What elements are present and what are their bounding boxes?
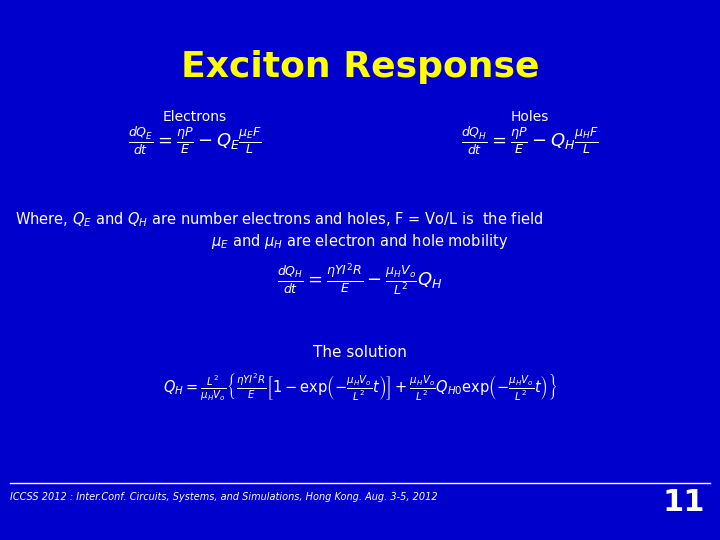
Text: $\mu_E$ and $\mu_H$ are electron and hole mobility: $\mu_E$ and $\mu_H$ are electron and hol…: [212, 232, 508, 251]
Text: $\frac{dQ_E}{dt} = \frac{\eta P}{E} - Q_E\frac{\mu_E F}{L}$: $\frac{dQ_E}{dt} = \frac{\eta P}{E} - Q_…: [128, 125, 262, 157]
Text: $\frac{dQ_H}{dt} = \frac{\eta Y I^2 R}{E} - \frac{\mu_H V_o}{L^2} Q_H$: $\frac{dQ_H}{dt} = \frac{\eta Y I^2 R}{E…: [277, 262, 443, 298]
Text: Exciton Response: Exciton Response: [181, 50, 539, 84]
Text: 11: 11: [662, 488, 705, 517]
Text: ICCSS 2012 : Inter.Conf. Circuits, Systems, and Simulations, Hong Kong. Aug. 3-5: ICCSS 2012 : Inter.Conf. Circuits, Syste…: [10, 492, 438, 502]
Text: $Q_H = \frac{L^2}{\mu_H V_o} \left\{ \frac{\eta Y I^2 R}{E} \left[1 - \exp\!\lef: $Q_H = \frac{L^2}{\mu_H V_o} \left\{ \fr…: [163, 372, 557, 403]
Text: Electrons: Electrons: [163, 110, 227, 124]
Text: Holes: Holes: [510, 110, 549, 124]
Text: Where, $Q_E$ and $Q_H$ are number electrons and holes, F = Vo/L is  the field: Where, $Q_E$ and $Q_H$ are number electr…: [15, 210, 543, 229]
Text: The solution: The solution: [313, 345, 407, 360]
Text: $\frac{dQ_H}{dt} = \frac{\eta P}{E} - Q_H\frac{\mu_H F}{L}$: $\frac{dQ_H}{dt} = \frac{\eta P}{E} - Q_…: [461, 125, 599, 157]
